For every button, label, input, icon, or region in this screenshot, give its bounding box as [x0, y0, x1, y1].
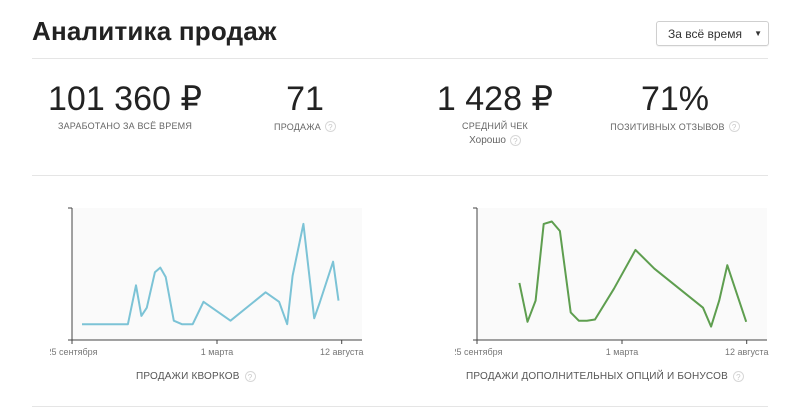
divider-bottom [32, 406, 768, 407]
page-title: Аналитика продаж [32, 16, 277, 46]
stat-avg-check: 1 428 ₽ СРЕДНИЙ ЧЕК Хорошо ? [410, 80, 580, 146]
series-line [518, 220, 748, 328]
period-dropdown[interactable]: За всё время ▼ [656, 21, 769, 46]
stat-sales-value: 71 [286, 80, 324, 118]
question-icon[interactable]: ? [509, 135, 521, 146]
question-icon[interactable]: ? [728, 121, 740, 132]
chart-kworks-caption: ПРОДАЖИ КВОРКОВ ? [136, 371, 256, 382]
stat-sales-label: ПРОДАЖА ? [250, 121, 360, 132]
chart-options-title: ПРОДАЖИ ДОПОЛНИТЕЛЬНЫХ ОПЦИЙ И БОНУСОВ [466, 371, 728, 382]
stat-sales-label-text: ПРОДАЖА [274, 121, 321, 132]
stat-avg-check-value: 1 428 ₽ [436, 80, 554, 118]
stat-avg-check-rating: Хорошо ? [410, 135, 580, 146]
divider-middle [32, 175, 768, 176]
chart-options-caption: ПРОДАЖИ ДОПОЛНИТЕЛЬНЫХ ОПЦИЙ И БОНУСОВ ? [466, 371, 744, 382]
stat-avg-check-rating-text: Хорошо [469, 135, 506, 146]
stat-positive-reviews-label: ПОЗИТИВНЫХ ОТЗЫВОВ ? [590, 121, 760, 132]
question-icon[interactable]: ? [244, 371, 256, 382]
series-line [82, 222, 340, 326]
chart-kworks-title: ПРОДАЖИ КВОРКОВ [136, 371, 240, 382]
stat-earned: 101 360 ₽ ЗАРАБОТАНО ЗА ВСЁ ВРЕМЯ [40, 80, 210, 131]
stat-earned-label: ЗАРАБОТАНО ЗА ВСЁ ВРЕМЯ [40, 121, 210, 131]
x-tick-label: 25 сентября [50, 347, 98, 357]
chart-kworks: 25 сентября 1 марта 12 августа [47, 200, 370, 365]
question-icon[interactable]: ? [324, 121, 336, 132]
stat-positive-reviews-label-text: ПОЗИТИВНЫХ ОТЗЫВОВ [610, 121, 725, 132]
plot-area [72, 208, 362, 340]
divider-top [32, 58, 768, 59]
stat-positive-reviews-value: 71% [640, 80, 710, 118]
caret-down-icon: ▼ [754, 29, 762, 38]
x-tick-label: 12 августа [725, 347, 769, 357]
question-icon[interactable]: ? [732, 371, 744, 382]
stat-avg-check-label: СРЕДНИЙ ЧЕК [410, 121, 580, 131]
stat-sales: 71 ПРОДАЖА ? [250, 80, 360, 132]
chart-options: 25 сентября 1 марта 12 августа [452, 200, 775, 365]
stat-earned-value: 101 360 ₽ [48, 80, 202, 118]
x-tick-label: 1 марта [606, 347, 639, 357]
x-tick-label: 12 августа [320, 347, 364, 357]
period-selected-value: За всё время [668, 26, 742, 41]
stat-positive-reviews: 71% ПОЗИТИВНЫХ ОТЗЫВОВ ? [590, 80, 760, 132]
x-tick-label: 25 сентября [455, 347, 503, 357]
chart-kworks-svg: 25 сентября 1 марта 12 августа [47, 207, 364, 357]
chart-options-svg: 25 сентября 1 марта 12 августа [452, 207, 769, 357]
stat-avg-check-label-text: СРЕДНИЙ ЧЕК [462, 121, 528, 131]
x-tick-label: 1 марта [201, 347, 234, 357]
stat-earned-label-text: ЗАРАБОТАНО ЗА ВСЁ ВРЕМЯ [57, 121, 193, 131]
